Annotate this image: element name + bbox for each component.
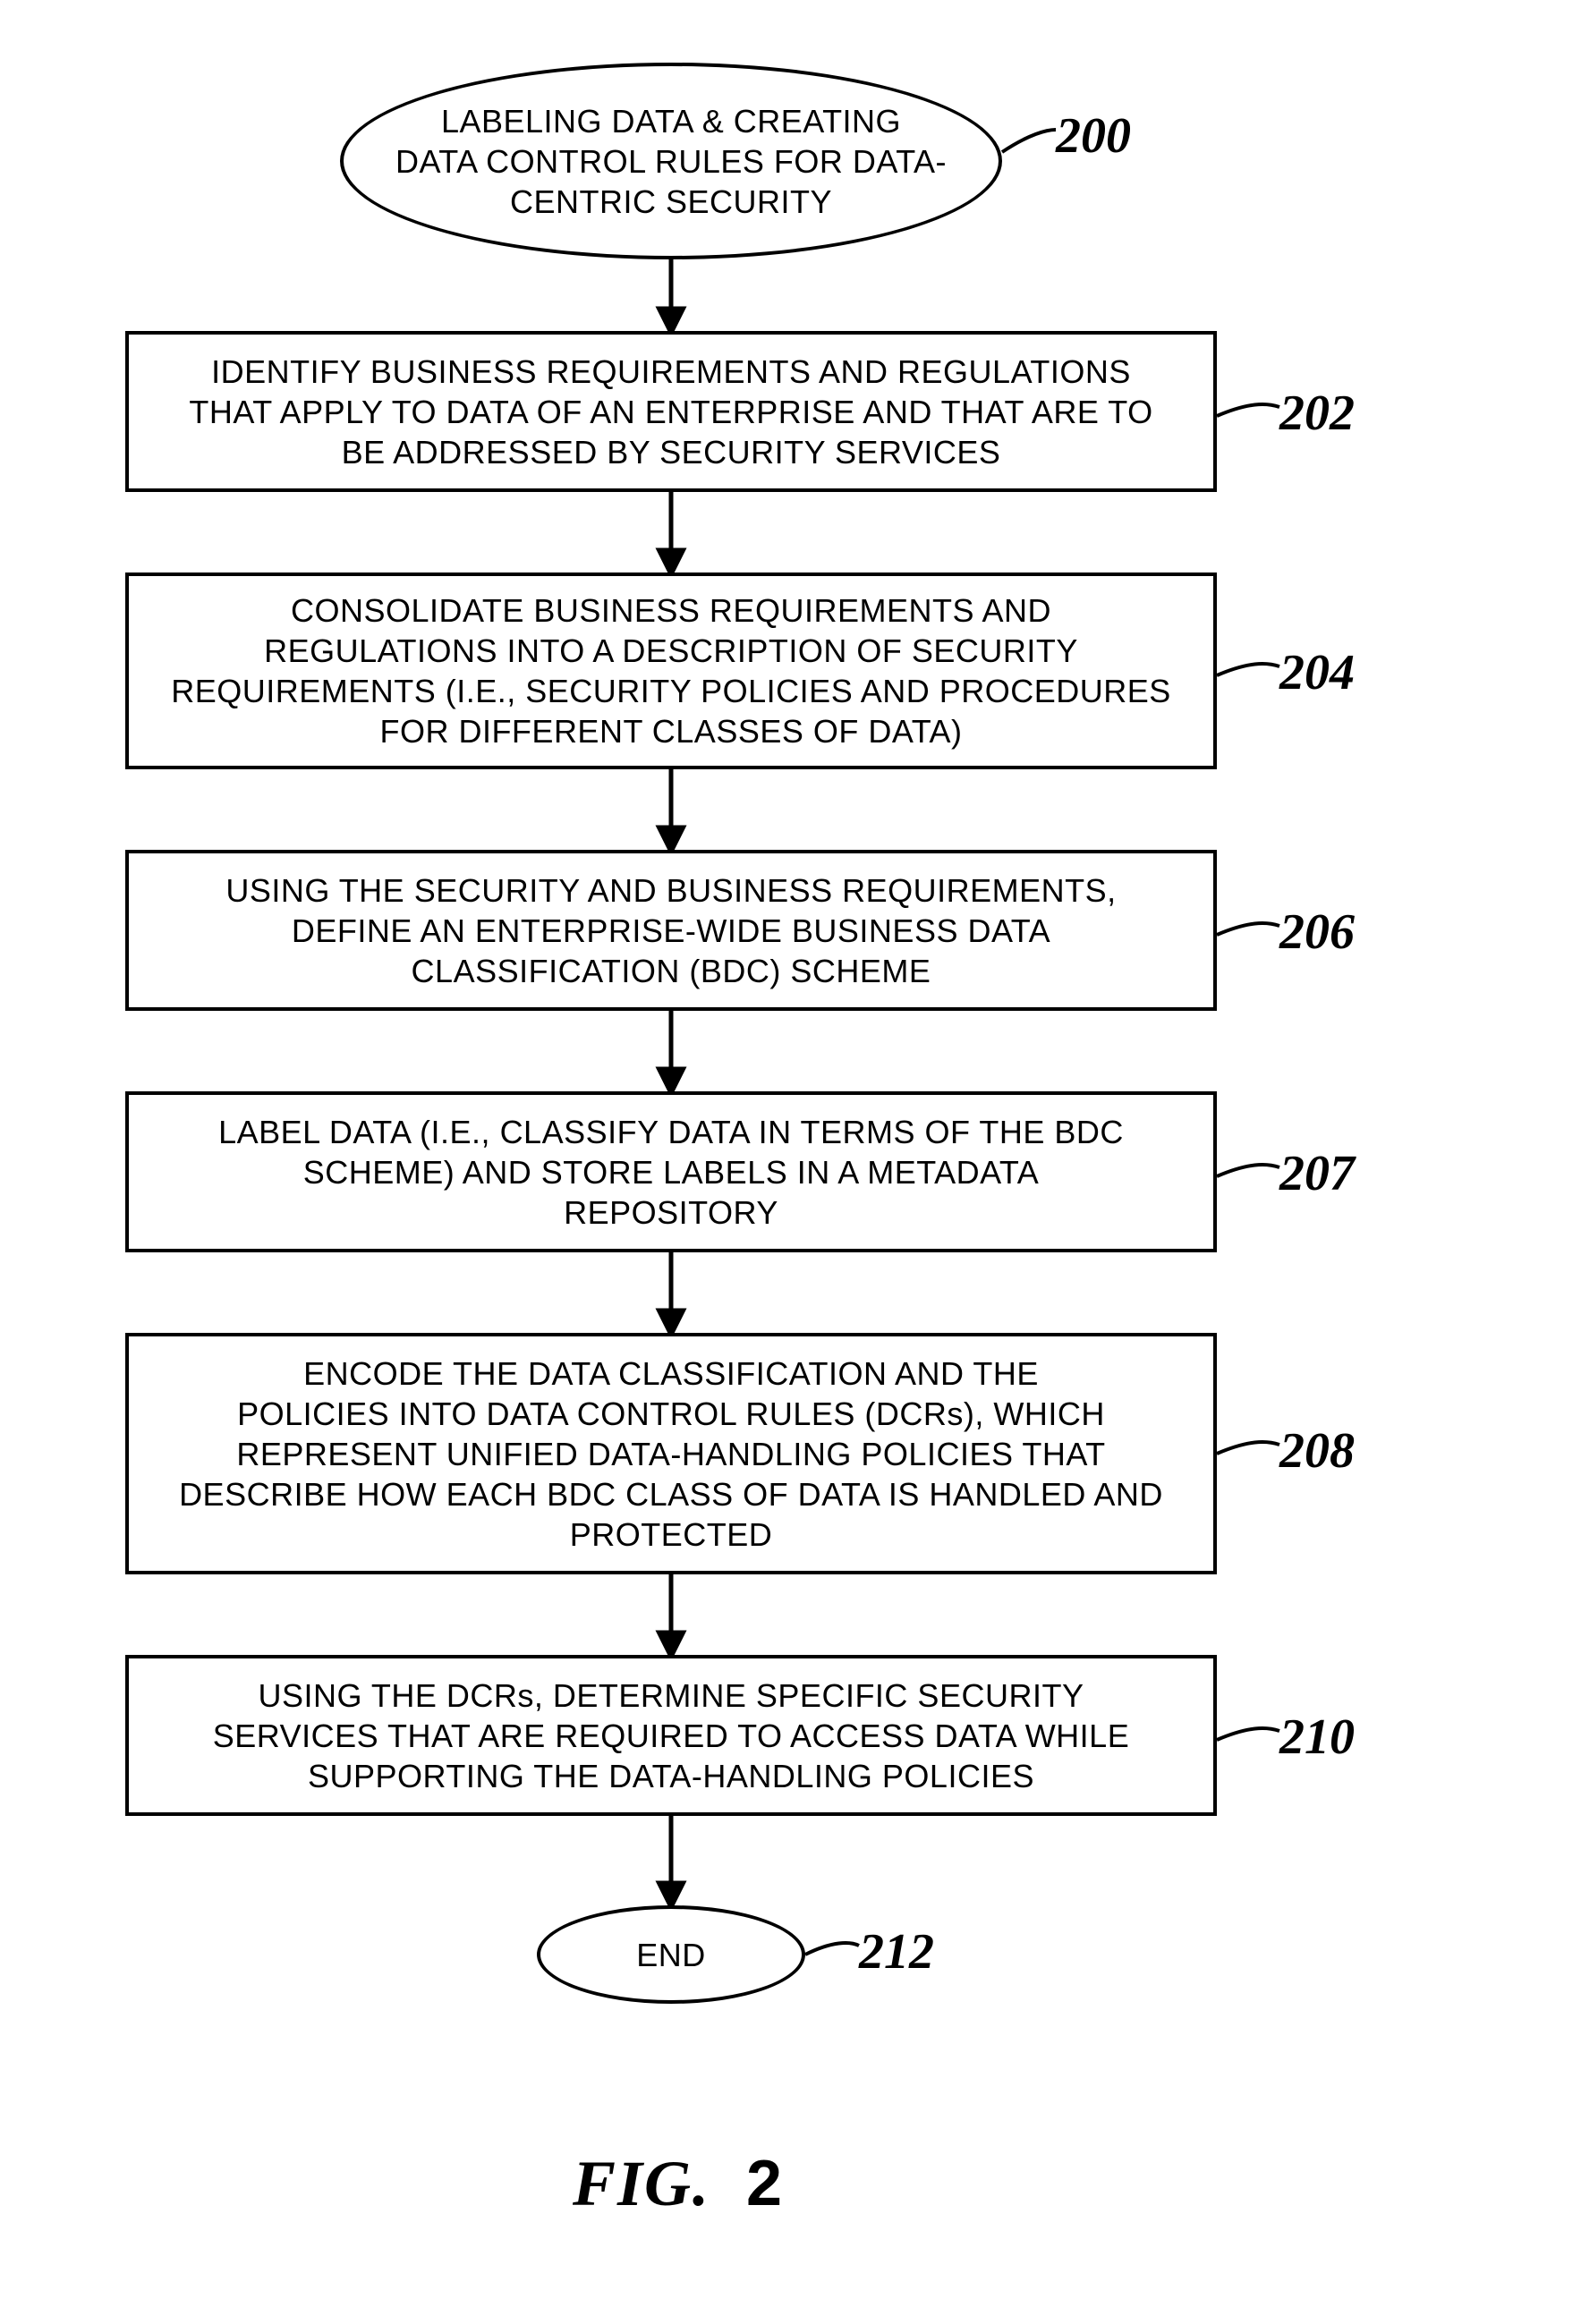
- node-text: ENCODE THE DATA CLASSIFICATION AND THE P…: [152, 1344, 1190, 1564]
- ref-label-202: 202: [1279, 385, 1355, 442]
- flowchart-node-n207: LABEL DATA (I.E., CLASSIFY DATA IN TERMS…: [125, 1091, 1217, 1252]
- ref-leader: [1217, 1728, 1279, 1740]
- node-text: CONSOLIDATE BUSINESS REQUIREMENTS AND RE…: [144, 581, 1198, 760]
- flowchart-node-n200: LABELING DATA & CREATING DATA CONTROL RU…: [340, 63, 1002, 259]
- flowchart-canvas: LABELING DATA & CREATING DATA CONTROL RU…: [0, 0, 1581, 2324]
- ref-label-208: 208: [1279, 1422, 1355, 1480]
- ref-leader: [1217, 1165, 1279, 1176]
- flowchart-node-n212: END: [537, 1905, 805, 2004]
- node-text: USING THE SECURITY AND BUSINESS REQUIREM…: [199, 861, 1143, 1000]
- ref-leader: [1217, 664, 1279, 675]
- flowchart-node-n202: IDENTIFY BUSINESS REQUIREMENTS AND REGUL…: [125, 331, 1217, 492]
- ref-leader: [1217, 1442, 1279, 1454]
- ref-label-207: 207: [1279, 1145, 1355, 1202]
- node-text: LABELING DATA & CREATING DATA CONTROL RU…: [369, 92, 973, 231]
- node-text: USING THE DCRs, DETERMINE SPECIFIC SECUR…: [186, 1667, 1156, 1805]
- ref-leader: [1217, 923, 1279, 935]
- figure-title: FIG. 2: [573, 2147, 784, 2221]
- flowchart-node-n208: ENCODE THE DATA CLASSIFICATION AND THE P…: [125, 1333, 1217, 1574]
- figure-prefix: FIG.: [573, 2148, 710, 2219]
- ref-label-206: 206: [1279, 903, 1355, 961]
- node-text: END: [609, 1926, 733, 1984]
- node-text: LABEL DATA (I.E., CLASSIFY DATA IN TERMS…: [191, 1103, 1151, 1242]
- flowchart-node-n206: USING THE SECURITY AND BUSINESS REQUIREM…: [125, 850, 1217, 1011]
- ref-label-204: 204: [1279, 644, 1355, 701]
- figure-number: 2: [746, 2148, 784, 2219]
- flowchart-node-n210: USING THE DCRs, DETERMINE SPECIFIC SECUR…: [125, 1655, 1217, 1816]
- ref-leader: [1002, 130, 1056, 152]
- flowchart-node-n204: CONSOLIDATE BUSINESS REQUIREMENTS AND RE…: [125, 573, 1217, 769]
- ref-leader: [805, 1943, 859, 1955]
- node-text: IDENTIFY BUSINESS REQUIREMENTS AND REGUL…: [162, 343, 1179, 481]
- ref-label-212: 212: [859, 1923, 934, 1980]
- ref-leader: [1217, 404, 1279, 416]
- ref-label-210: 210: [1279, 1709, 1355, 1766]
- ref-label-200: 200: [1056, 107, 1131, 165]
